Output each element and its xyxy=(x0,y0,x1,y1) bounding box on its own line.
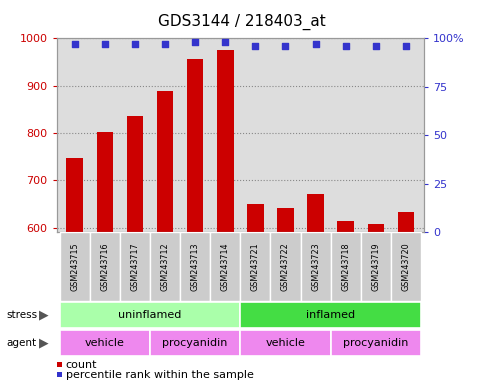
Point xyxy=(372,43,380,49)
FancyBboxPatch shape xyxy=(60,232,90,301)
Bar xyxy=(277,208,294,232)
Text: GSM243720: GSM243720 xyxy=(401,243,410,291)
FancyBboxPatch shape xyxy=(150,232,180,301)
Point xyxy=(71,41,79,47)
Text: GSM243715: GSM243715 xyxy=(70,243,79,291)
Text: GSM243717: GSM243717 xyxy=(131,243,140,291)
Text: GSM243716: GSM243716 xyxy=(101,243,109,291)
Point xyxy=(282,43,289,49)
Point xyxy=(251,43,259,49)
FancyBboxPatch shape xyxy=(391,232,421,301)
Text: GSM243713: GSM243713 xyxy=(191,243,200,291)
Point xyxy=(221,39,229,45)
FancyBboxPatch shape xyxy=(241,232,271,301)
Text: ▶: ▶ xyxy=(38,337,48,350)
Text: GSM243723: GSM243723 xyxy=(311,243,320,291)
Bar xyxy=(217,50,234,232)
Text: procyanidin: procyanidin xyxy=(343,338,409,348)
Point xyxy=(131,41,139,47)
Text: uninflamed: uninflamed xyxy=(118,310,182,320)
FancyBboxPatch shape xyxy=(331,330,421,356)
Text: GSM243718: GSM243718 xyxy=(341,243,350,291)
Bar xyxy=(127,116,143,232)
Bar xyxy=(247,204,264,232)
FancyBboxPatch shape xyxy=(90,232,120,301)
Point xyxy=(402,43,410,49)
FancyBboxPatch shape xyxy=(180,232,210,301)
FancyBboxPatch shape xyxy=(60,302,241,328)
Text: vehicle: vehicle xyxy=(85,338,125,348)
Text: GSM243721: GSM243721 xyxy=(251,243,260,291)
Text: GDS3144 / 218403_at: GDS3144 / 218403_at xyxy=(158,13,325,30)
Text: count: count xyxy=(66,360,97,370)
Bar xyxy=(307,194,324,232)
Text: GSM243722: GSM243722 xyxy=(281,243,290,291)
Point xyxy=(312,41,319,47)
Bar xyxy=(187,59,204,232)
Bar xyxy=(97,132,113,232)
FancyBboxPatch shape xyxy=(271,232,301,301)
Text: GSM243714: GSM243714 xyxy=(221,243,230,291)
Text: ▶: ▶ xyxy=(38,309,48,322)
FancyBboxPatch shape xyxy=(210,232,241,301)
Text: inflamed: inflamed xyxy=(306,310,355,320)
Bar xyxy=(368,224,384,232)
FancyBboxPatch shape xyxy=(301,232,331,301)
Bar xyxy=(157,91,174,232)
FancyBboxPatch shape xyxy=(361,232,391,301)
Text: GSM243719: GSM243719 xyxy=(371,243,380,291)
FancyBboxPatch shape xyxy=(241,330,331,356)
Bar xyxy=(67,157,83,232)
FancyBboxPatch shape xyxy=(60,330,150,356)
FancyBboxPatch shape xyxy=(241,302,421,328)
FancyBboxPatch shape xyxy=(120,232,150,301)
Text: procyanidin: procyanidin xyxy=(163,338,228,348)
Point xyxy=(101,41,109,47)
FancyBboxPatch shape xyxy=(150,330,241,356)
FancyBboxPatch shape xyxy=(331,232,361,301)
Text: agent: agent xyxy=(6,338,36,348)
Text: GSM243712: GSM243712 xyxy=(161,243,170,291)
Text: stress: stress xyxy=(6,310,37,320)
Text: percentile rank within the sample: percentile rank within the sample xyxy=(66,370,253,380)
Text: vehicle: vehicle xyxy=(266,338,306,348)
Point xyxy=(342,43,350,49)
Bar xyxy=(337,221,354,232)
Bar xyxy=(398,212,414,232)
Point xyxy=(191,39,199,45)
Point xyxy=(161,41,169,47)
